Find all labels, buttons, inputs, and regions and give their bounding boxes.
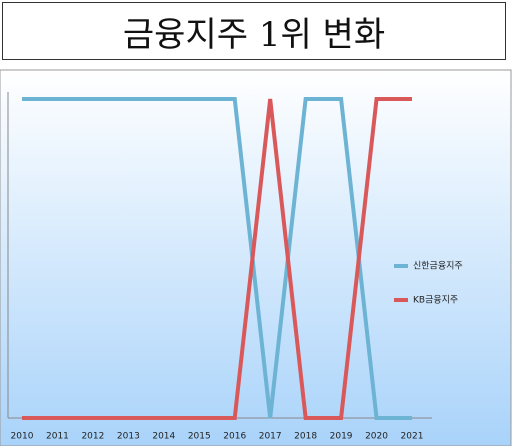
x-tick-label: 2017 [259, 432, 282, 442]
x-tick-label: 2018 [294, 432, 317, 442]
x-tick-label: 2012 [81, 432, 104, 442]
x-tick-label: 2020 [365, 432, 388, 442]
chart-title: 금융지주 1위 변화 [2, 2, 506, 60]
x-tick-label: 2019 [330, 432, 353, 442]
series-line [22, 97, 412, 420]
legend-label: 신한금융지주 [413, 261, 463, 272]
x-tick-label: 2014 [152, 432, 175, 442]
x-tick-label: 2011 [46, 432, 69, 442]
x-tick-label: 2010 [11, 432, 34, 442]
x-tick-label: 2015 [188, 432, 211, 442]
x-tick-label: 2021 [401, 432, 424, 442]
legend-label: KB금융지주 [413, 295, 458, 306]
plot-background [0, 69, 512, 446]
x-tick-label: 2013 [117, 432, 140, 442]
series-line [22, 97, 412, 420]
x-tick-label: 2016 [223, 432, 246, 442]
